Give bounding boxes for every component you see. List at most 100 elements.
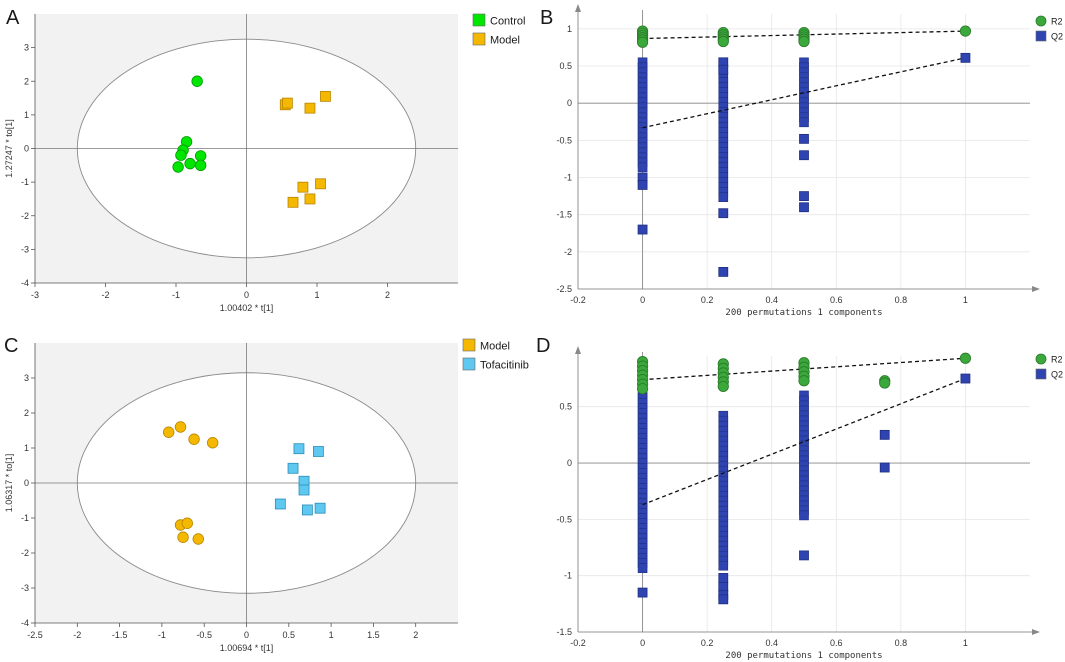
- q2-band: [799, 390, 809, 521]
- y-tick-label: 1: [24, 110, 29, 120]
- model-point: [177, 531, 189, 543]
- y-axis-arrow-d: [575, 346, 581, 354]
- r2-point: [798, 375, 810, 387]
- series-q2: [637, 373, 971, 605]
- legend-label-model: Model: [490, 35, 520, 47]
- panel-label-d: D: [536, 335, 550, 357]
- legend-label-control: Control: [490, 16, 525, 28]
- model-point: [188, 433, 200, 445]
- y-tick-label: 3: [24, 373, 29, 383]
- tofacitinib-point: [313, 446, 324, 457]
- x-tick-label: 1.5: [367, 630, 380, 640]
- y-tick-label: -2: [21, 211, 29, 221]
- series-model: [162, 421, 219, 545]
- y-tick-label: -1: [21, 177, 29, 187]
- y-tick-label: 0.5: [559, 61, 572, 71]
- tofacitinib-point: [298, 484, 310, 496]
- q2-band: [718, 72, 729, 202]
- q2-point: [799, 133, 809, 144]
- q2-point: [718, 192, 729, 202]
- x-tick-label: -0.5: [196, 630, 212, 640]
- legend-marker-tofacitinib: [462, 357, 476, 371]
- q2-point: [718, 573, 729, 583]
- y-axis-label-c: 1.06317 * to[1]: [4, 454, 14, 513]
- q2-point: [718, 560, 729, 571]
- x-tick-label: 1: [314, 290, 319, 300]
- q2-point: [637, 224, 648, 235]
- y-tick-label: -2: [21, 548, 29, 558]
- legend-label-q2: Q2: [1051, 32, 1063, 42]
- model-point: [304, 102, 316, 114]
- legend-marker-q2: [1035, 30, 1047, 42]
- tofacitinib-point: [314, 502, 326, 514]
- model-point: [287, 196, 299, 208]
- series-r2: [636, 352, 972, 395]
- tofacitinib-point: [274, 498, 286, 510]
- q2-point: [799, 202, 809, 213]
- r2-point: [717, 380, 729, 393]
- tofacitinib-point: [287, 462, 299, 474]
- model-point: [162, 426, 175, 438]
- model-point: [206, 437, 219, 449]
- legend-label-r2: R2: [1051, 355, 1063, 365]
- y-tick-label: -1: [21, 513, 29, 523]
- series-r2: [636, 25, 972, 48]
- x-axis-label-b: 200 permutations 1 components: [725, 308, 882, 318]
- series-control: [172, 75, 207, 173]
- model-point: [320, 90, 331, 102]
- x-tick-label: -1.5: [112, 630, 128, 640]
- y-tick-label: -1.5: [556, 627, 572, 637]
- legend-marker-r2: [1035, 15, 1047, 27]
- y-tick-label: -0.5: [556, 514, 572, 524]
- r2-point: [879, 377, 891, 389]
- x-tick-label: 1: [963, 295, 968, 305]
- y-tick-label: 0: [567, 458, 572, 468]
- y-tick-label: -1: [564, 571, 572, 581]
- x-axis-label-a: 1.00402 * t[1]: [220, 303, 274, 313]
- x-tick-label: 0.5: [283, 630, 296, 640]
- x-tick-label: -2: [101, 290, 109, 300]
- q2-point: [879, 429, 890, 440]
- series-tofacitinib: [274, 443, 326, 516]
- model-point: [304, 193, 316, 205]
- control-point: [184, 157, 196, 170]
- x-axis-arrow-b: [1032, 286, 1040, 292]
- r2-point: [798, 35, 810, 48]
- q2-point: [799, 117, 809, 128]
- q2-point: [718, 594, 729, 605]
- q2-point: [637, 563, 648, 573]
- x-tick-label: 0.6: [830, 638, 843, 648]
- tofacitinib-point: [302, 504, 313, 516]
- q2-band: [718, 410, 729, 571]
- q2-band: [637, 57, 648, 173]
- q2-point: [799, 150, 809, 161]
- legend-marker-model: [462, 338, 476, 352]
- q2-point: [960, 52, 971, 63]
- x-tick-label: 0: [640, 638, 645, 648]
- q2-point: [637, 180, 648, 190]
- r2-point: [959, 25, 972, 37]
- model-point: [281, 97, 293, 109]
- x-tick-label: -1: [158, 630, 166, 640]
- x-tick-label: 1: [329, 630, 334, 640]
- x-axis-arrow-d: [1032, 629, 1040, 635]
- x-tick-label: 2: [413, 630, 418, 640]
- x-tick-label: -2.5: [27, 630, 43, 640]
- q2-point: [718, 208, 729, 219]
- x-tick-label: 0.6: [830, 295, 843, 305]
- q2-point: [799, 510, 809, 521]
- q2-point: [960, 373, 971, 384]
- y-tick-label: 0: [24, 144, 29, 154]
- q2-point: [799, 191, 809, 201]
- x-tick-label: 0.2: [701, 295, 714, 305]
- y-axis-label-a: 1.27247 * to[1]: [4, 119, 14, 178]
- y-tick-label: -3: [21, 583, 29, 593]
- y-tick-label: 0: [567, 98, 572, 108]
- y-tick-label: -1.5: [556, 210, 572, 220]
- y-tick-label: -4: [21, 278, 29, 288]
- control-point: [172, 161, 184, 173]
- r2-point: [636, 36, 649, 48]
- series-q2: [637, 52, 971, 277]
- legend-marker-model: [472, 32, 486, 46]
